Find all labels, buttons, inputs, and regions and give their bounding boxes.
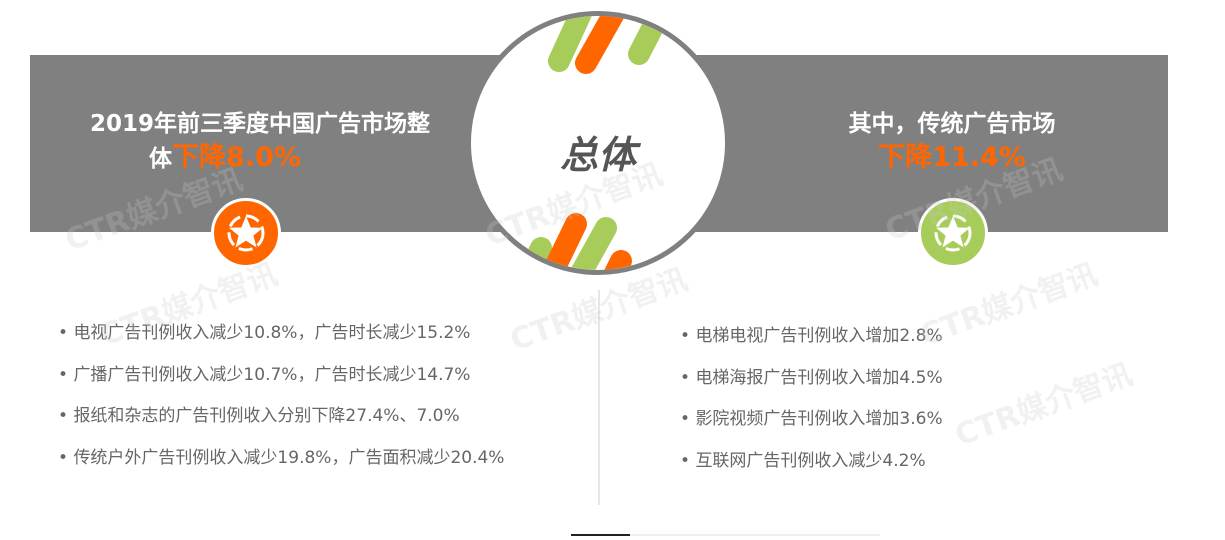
left-badge: [211, 198, 281, 268]
list-item: • 电梯海报广告刊例收入增加4.5%: [680, 367, 943, 388]
right-title-line1: 其中，传统广告市场: [848, 111, 1056, 137]
list-item: • 广播广告刊例收入减少10.7%，广告时长减少14.7%: [58, 364, 471, 385]
column-divider: [598, 290, 600, 505]
list-item: • 电梯电视广告刊例收入增加2.8%: [680, 326, 943, 346]
list-item-text: 电梯电视广告刊例收入增加2.8%: [695, 326, 943, 346]
left-title-prefix: 体: [149, 146, 173, 172]
center-circle: 总体: [466, 11, 730, 275]
list-item: • 影院视频广告刊例收入增加3.6%: [680, 409, 943, 430]
decor-stripes: [517, 16, 667, 270]
list-item-text: 广播广告刊例收入减少10.7%，广告时长减少14.7%: [73, 364, 471, 385]
left-title-line1: 2019年前三季度中国广告市场整: [89, 111, 430, 137]
left-highlight: 下降8.0%: [172, 142, 301, 173]
left-title: 2019年前三季度中国广告市场整 体下降8.0%: [40, 108, 480, 176]
right-list: • 电梯电视广告刊例收入增加2.8% • 电梯海报广告刊例收入增加4.5% • …: [680, 321, 943, 488]
star-icon: [934, 214, 972, 252]
list-item-text: 电视广告刊例收入减少10.8%，广告时长减少15.2%: [73, 323, 471, 343]
left-list: • 电视广告刊例收入减少10.8%，广告时长减少15.2% • 广播广告刊例收入…: [58, 318, 504, 485]
star-icon: [227, 214, 265, 252]
list-item-text: 报纸和杂志的广告刊例收入分别下降27.4%、7.0%: [73, 406, 460, 427]
list-item-text: 传统户外广告刊例收入减少19.8%，广告面积减少20.4%: [73, 448, 505, 469]
list-item-text: 电梯海报广告刊例收入增加4.5%: [695, 367, 943, 388]
right-highlight: 下降11.4%: [878, 142, 1026, 173]
list-item-text: 影院视频广告刊例收入增加3.6%: [695, 409, 943, 430]
watermark: CTR媒介智讯: [950, 357, 1138, 454]
center-title: 总体: [559, 133, 636, 177]
right-title: 其中，传统广告市场 下降11.4%: [752, 108, 1152, 174]
list-item: • 互联网广告刊例收入减少4.2%: [680, 451, 926, 472]
list-item: • 电视广告刊例收入减少10.8%，广告时长减少15.2%: [58, 323, 471, 343]
list-item: • 报纸和杂志的广告刊例收入分别下降27.4%、7.0%: [58, 406, 460, 427]
progress-fill: [571, 534, 630, 536]
right-badge: [918, 198, 988, 268]
list-item: • 传统户外广告刊例收入减少19.8%，广告面积减少20.4%: [58, 448, 505, 469]
list-item-text: 互联网广告刊例收入减少4.2%: [695, 451, 926, 472]
progress-track: [571, 534, 880, 536]
